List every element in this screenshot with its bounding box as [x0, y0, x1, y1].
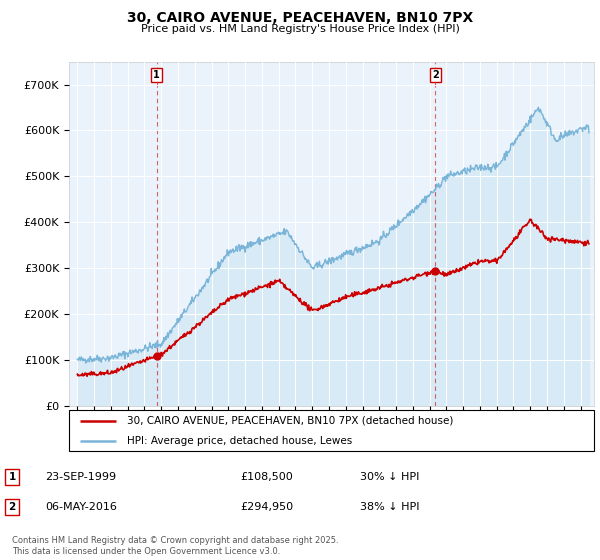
- Text: 23-SEP-1999: 23-SEP-1999: [45, 472, 116, 482]
- FancyBboxPatch shape: [69, 410, 594, 451]
- Text: 30, CAIRO AVENUE, PEACEHAVEN, BN10 7PX (detached house): 30, CAIRO AVENUE, PEACEHAVEN, BN10 7PX (…: [127, 416, 453, 426]
- Text: 30, CAIRO AVENUE, PEACEHAVEN, BN10 7PX: 30, CAIRO AVENUE, PEACEHAVEN, BN10 7PX: [127, 11, 473, 25]
- Text: Contains HM Land Registry data © Crown copyright and database right 2025.
This d: Contains HM Land Registry data © Crown c…: [12, 536, 338, 556]
- Text: £108,500: £108,500: [240, 472, 293, 482]
- Text: £294,950: £294,950: [240, 502, 293, 512]
- Text: 2: 2: [432, 71, 439, 81]
- Text: 1: 1: [8, 472, 16, 482]
- Text: 06-MAY-2016: 06-MAY-2016: [45, 502, 117, 512]
- Text: 2: 2: [8, 502, 16, 512]
- Text: 38% ↓ HPI: 38% ↓ HPI: [360, 502, 419, 512]
- Text: Price paid vs. HM Land Registry's House Price Index (HPI): Price paid vs. HM Land Registry's House …: [140, 24, 460, 34]
- Text: HPI: Average price, detached house, Lewes: HPI: Average price, detached house, Lewe…: [127, 436, 352, 446]
- Text: 30% ↓ HPI: 30% ↓ HPI: [360, 472, 419, 482]
- Text: 1: 1: [154, 71, 160, 81]
